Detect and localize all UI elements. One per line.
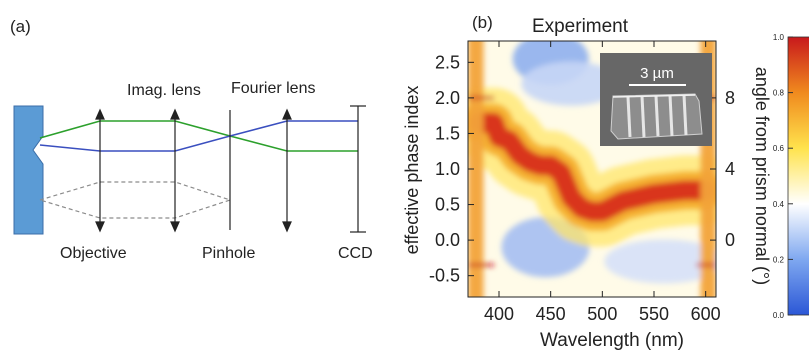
y-tick-label: -0.5 xyxy=(429,266,460,286)
panel-b-label: (b) xyxy=(472,13,493,32)
y2-tick-label: 4 xyxy=(725,159,735,179)
colorbar-tick-label: 0.0 xyxy=(773,311,785,320)
y-axis-left: -0.5 0.0 0.5 1.0 1.5 2.0 2.5 xyxy=(429,52,474,286)
y2-tick-label: 8 xyxy=(725,88,735,108)
pinhole-label: Pinhole xyxy=(202,245,255,262)
horizontal-streak xyxy=(468,263,494,267)
objective-lens xyxy=(95,108,105,233)
low-intensity-region xyxy=(521,61,622,106)
sem-prism-structure xyxy=(610,93,703,140)
ccd-detector xyxy=(350,105,366,233)
sample-block xyxy=(13,105,44,235)
scale-bar-label: 3 µm xyxy=(640,65,674,82)
imaging-lens xyxy=(170,108,180,233)
y-axis-left-label: effective phase index xyxy=(402,86,422,255)
y-tick-label: 0.0 xyxy=(435,230,460,250)
low-intensity-region xyxy=(604,239,716,284)
ridge-line xyxy=(468,112,716,222)
colorbar-tick-label: 0.2 xyxy=(773,255,785,264)
fourier-lens xyxy=(282,108,292,233)
imag-lens-label: Imag. lens xyxy=(127,82,201,99)
y-tick-label: 0.5 xyxy=(435,195,460,215)
bright-band xyxy=(468,41,484,297)
x-axis-label: Wavelength (nm) xyxy=(540,330,684,350)
blue-ray xyxy=(39,120,358,152)
y-tick-label: 1.5 xyxy=(435,123,460,143)
colorbar: 1.0 0.8 0.6 0.4 0.2 0.0 xyxy=(773,33,809,320)
objective-label: Objective xyxy=(60,245,127,262)
x-tick-label: 400 xyxy=(484,304,514,324)
colorbar-tick-label: 1.0 xyxy=(773,33,785,42)
colorbar-tick-label: 0.6 xyxy=(773,144,785,153)
fourier-lens-label: Fourier lens xyxy=(231,80,315,97)
x-tick-label: 450 xyxy=(536,304,566,324)
ccd-label: CCD xyxy=(338,245,373,262)
colorbar-tick-label: 0.8 xyxy=(773,89,785,98)
horizontal-streak xyxy=(696,263,716,267)
y2-tick-label: 0 xyxy=(725,230,735,250)
horizontal-streak xyxy=(468,96,494,100)
sem-inset: 3 µm xyxy=(600,53,712,146)
heatmap-area xyxy=(468,41,716,297)
y-axis-right-label: angle from prism normal (°) xyxy=(752,67,772,285)
chart-title: Experiment xyxy=(532,16,629,37)
green-ray xyxy=(39,120,358,152)
y-tick-label: 2.0 xyxy=(435,88,460,108)
y-tick-label: 1.0 xyxy=(435,159,460,179)
y-tick-label: 2.5 xyxy=(435,52,460,72)
panel-a-label: (a) xyxy=(10,17,31,36)
x-tick-label: 500 xyxy=(587,304,617,324)
colorbar-tick-label: 0.4 xyxy=(773,200,785,209)
x-axis: 400 450 500 550 600 xyxy=(484,41,721,324)
x-tick-label: 550 xyxy=(639,304,669,324)
x-tick-label: 600 xyxy=(691,304,721,324)
